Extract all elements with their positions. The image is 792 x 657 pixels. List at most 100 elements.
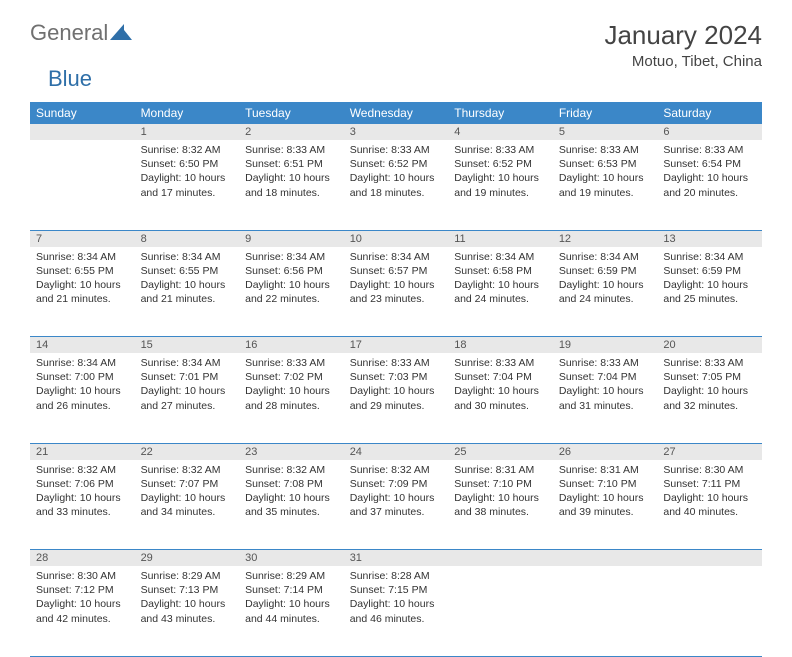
sunrise-line: Sunrise: 8:34 AM (350, 250, 443, 264)
sunset-line: Sunset: 6:57 PM (350, 264, 443, 278)
sunrise-line: Sunrise: 8:34 AM (141, 250, 234, 264)
day-number: 28 (30, 550, 135, 566)
day-number (553, 550, 658, 566)
sunrise-line: Sunrise: 8:31 AM (454, 463, 547, 477)
daylight-line: Daylight: 10 hours and 25 minutes. (663, 278, 756, 306)
day-content: Sunrise: 8:34 AMSunset: 6:59 PMDaylight:… (657, 247, 762, 313)
daylight-line: Daylight: 10 hours and 35 minutes. (245, 491, 338, 519)
day-cell: Sunrise: 8:28 AMSunset: 7:15 PMDaylight:… (344, 566, 449, 656)
day-content: Sunrise: 8:34 AMSunset: 6:59 PMDaylight:… (553, 247, 658, 313)
sunset-line: Sunset: 7:04 PM (559, 370, 652, 384)
daylight-line: Daylight: 10 hours and 24 minutes. (559, 278, 652, 306)
day-cell: Sunrise: 8:33 AMSunset: 6:51 PMDaylight:… (239, 140, 344, 230)
sunset-line: Sunset: 7:12 PM (36, 583, 129, 597)
sunset-line: Sunset: 6:50 PM (141, 157, 234, 171)
sunset-line: Sunset: 7:07 PM (141, 477, 234, 491)
sunset-line: Sunset: 6:53 PM (559, 157, 652, 171)
daynum-cell: 27 (657, 443, 762, 460)
sunset-line: Sunset: 7:10 PM (559, 477, 652, 491)
day-cell: Sunrise: 8:34 AMSunset: 7:01 PMDaylight:… (135, 353, 240, 443)
day-content: Sunrise: 8:34 AMSunset: 7:01 PMDaylight:… (135, 353, 240, 419)
day-number: 4 (448, 124, 553, 140)
daynum-cell: 11 (448, 230, 553, 247)
day-number (30, 124, 135, 140)
sunset-line: Sunset: 6:56 PM (245, 264, 338, 278)
day-content: Sunrise: 8:34 AMSunset: 6:55 PMDaylight:… (135, 247, 240, 313)
daynum-cell: 21 (30, 443, 135, 460)
sunrise-line: Sunrise: 8:34 AM (454, 250, 547, 264)
sunset-line: Sunset: 6:52 PM (454, 157, 547, 171)
sunset-line: Sunset: 6:52 PM (350, 157, 443, 171)
daynum-cell: 4 (448, 124, 553, 140)
sunset-line: Sunset: 7:15 PM (350, 583, 443, 597)
daynum-row: 123456 (30, 124, 762, 140)
daylight-line: Daylight: 10 hours and 17 minutes. (141, 171, 234, 199)
daynum-row: 78910111213 (30, 230, 762, 247)
daylight-line: Daylight: 10 hours and 26 minutes. (36, 384, 129, 412)
day-number: 11 (448, 231, 553, 247)
day-cell: Sunrise: 8:34 AMSunset: 6:58 PMDaylight:… (448, 247, 553, 337)
sunrise-line: Sunrise: 8:34 AM (36, 250, 129, 264)
daylight-line: Daylight: 10 hours and 29 minutes. (350, 384, 443, 412)
sunrise-line: Sunrise: 8:34 AM (141, 356, 234, 370)
sunset-line: Sunset: 7:02 PM (245, 370, 338, 384)
daynum-cell: 16 (239, 337, 344, 354)
day-number: 22 (135, 444, 240, 460)
sunset-line: Sunset: 6:58 PM (454, 264, 547, 278)
day-number: 31 (344, 550, 449, 566)
daylight-line: Daylight: 10 hours and 21 minutes. (141, 278, 234, 306)
content-row: Sunrise: 8:30 AMSunset: 7:12 PMDaylight:… (30, 566, 762, 656)
day-content: Sunrise: 8:33 AMSunset: 7:05 PMDaylight:… (657, 353, 762, 419)
logo: General (30, 20, 132, 46)
day-content: Sunrise: 8:33 AMSunset: 6:54 PMDaylight:… (657, 140, 762, 206)
sunset-line: Sunset: 7:05 PM (663, 370, 756, 384)
sunrise-line: Sunrise: 8:33 AM (350, 356, 443, 370)
daynum-cell: 10 (344, 230, 449, 247)
calendar-table: Sunday Monday Tuesday Wednesday Thursday… (30, 102, 762, 657)
day-cell: Sunrise: 8:31 AMSunset: 7:10 PMDaylight:… (448, 460, 553, 550)
day-number: 3 (344, 124, 449, 140)
daynum-row: 14151617181920 (30, 337, 762, 354)
day-content: Sunrise: 8:28 AMSunset: 7:15 PMDaylight:… (344, 566, 449, 632)
day-content: Sunrise: 8:31 AMSunset: 7:10 PMDaylight:… (553, 460, 658, 526)
sunrise-line: Sunrise: 8:33 AM (559, 143, 652, 157)
day-cell: Sunrise: 8:34 AMSunset: 6:59 PMDaylight:… (657, 247, 762, 337)
sunset-line: Sunset: 7:10 PM (454, 477, 547, 491)
location: Motuo, Tibet, China (604, 53, 762, 70)
daynum-cell: 13 (657, 230, 762, 247)
day-content: Sunrise: 8:34 AMSunset: 7:00 PMDaylight:… (30, 353, 135, 419)
day-cell: Sunrise: 8:33 AMSunset: 7:03 PMDaylight:… (344, 353, 449, 443)
day-content: Sunrise: 8:34 AMSunset: 6:57 PMDaylight:… (344, 247, 449, 313)
day-cell: Sunrise: 8:32 AMSunset: 7:07 PMDaylight:… (135, 460, 240, 550)
daylight-line: Daylight: 10 hours and 31 minutes. (559, 384, 652, 412)
day-content: Sunrise: 8:33 AMSunset: 7:04 PMDaylight:… (553, 353, 658, 419)
content-row: Sunrise: 8:32 AMSunset: 6:50 PMDaylight:… (30, 140, 762, 230)
sunrise-line: Sunrise: 8:32 AM (36, 463, 129, 477)
sunrise-line: Sunrise: 8:33 AM (663, 356, 756, 370)
day-number: 8 (135, 231, 240, 247)
month-title: January 2024 (604, 20, 762, 51)
sunrise-line: Sunrise: 8:32 AM (245, 463, 338, 477)
sunset-line: Sunset: 6:59 PM (559, 264, 652, 278)
day-number: 25 (448, 444, 553, 460)
day-content: Sunrise: 8:33 AMSunset: 6:52 PMDaylight:… (344, 140, 449, 206)
day-cell: Sunrise: 8:32 AMSunset: 7:06 PMDaylight:… (30, 460, 135, 550)
day-cell: Sunrise: 8:34 AMSunset: 6:59 PMDaylight:… (553, 247, 658, 337)
day-content: Sunrise: 8:32 AMSunset: 7:09 PMDaylight:… (344, 460, 449, 526)
sunrise-line: Sunrise: 8:28 AM (350, 569, 443, 583)
daynum-cell: 2 (239, 124, 344, 140)
daylight-line: Daylight: 10 hours and 21 minutes. (36, 278, 129, 306)
daylight-line: Daylight: 10 hours and 23 minutes. (350, 278, 443, 306)
daynum-cell: 30 (239, 550, 344, 567)
weekday-header: Tuesday (239, 102, 344, 124)
day-cell (553, 566, 658, 656)
daynum-cell (30, 124, 135, 140)
day-cell: Sunrise: 8:34 AMSunset: 6:55 PMDaylight:… (135, 247, 240, 337)
day-number: 16 (239, 337, 344, 353)
sunrise-line: Sunrise: 8:33 AM (350, 143, 443, 157)
header: General January 2024 Motuo, Tibet, China (30, 20, 762, 70)
sunset-line: Sunset: 6:55 PM (36, 264, 129, 278)
weekday-header: Thursday (448, 102, 553, 124)
day-content: Sunrise: 8:33 AMSunset: 6:51 PMDaylight:… (239, 140, 344, 206)
day-number: 6 (657, 124, 762, 140)
